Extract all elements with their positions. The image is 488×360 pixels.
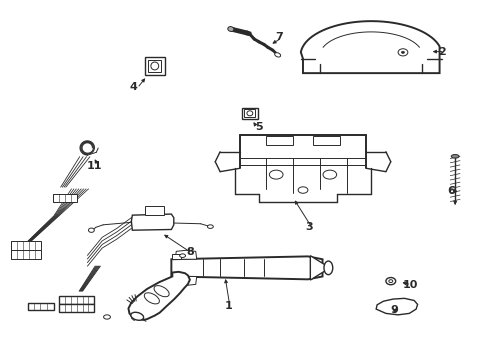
Text: 4: 4 <box>129 82 137 93</box>
Text: 11: 11 <box>86 161 102 171</box>
Ellipse shape <box>274 53 280 57</box>
Ellipse shape <box>151 62 158 70</box>
Ellipse shape <box>144 293 159 304</box>
Ellipse shape <box>207 225 213 228</box>
Text: 2: 2 <box>438 46 446 57</box>
Text: 5: 5 <box>255 122 263 132</box>
Ellipse shape <box>131 312 143 320</box>
Ellipse shape <box>450 154 458 158</box>
Bar <box>11 250 41 259</box>
Bar <box>59 296 94 304</box>
Text: 3: 3 <box>305 222 312 232</box>
Polygon shape <box>172 276 181 282</box>
Ellipse shape <box>154 285 169 297</box>
Ellipse shape <box>323 170 336 179</box>
Polygon shape <box>300 21 439 73</box>
Bar <box>312 136 339 145</box>
Ellipse shape <box>246 111 252 116</box>
Polygon shape <box>171 256 322 279</box>
Polygon shape <box>172 254 181 259</box>
Ellipse shape <box>324 261 332 275</box>
Polygon shape <box>310 256 326 280</box>
Text: 9: 9 <box>390 305 398 315</box>
Bar <box>266 136 293 145</box>
Ellipse shape <box>401 51 404 53</box>
Bar <box>241 108 258 119</box>
Bar <box>53 194 77 202</box>
Ellipse shape <box>388 280 392 283</box>
Bar <box>59 304 94 312</box>
Bar <box>244 109 255 117</box>
Ellipse shape <box>103 315 110 319</box>
Polygon shape <box>375 298 417 315</box>
Polygon shape <box>175 276 196 285</box>
Text: 1: 1 <box>224 301 232 311</box>
Ellipse shape <box>385 278 395 285</box>
Polygon shape <box>131 214 173 230</box>
Bar <box>144 57 164 75</box>
Text: 6: 6 <box>447 186 454 197</box>
Bar <box>27 303 54 310</box>
Polygon shape <box>175 250 196 259</box>
Polygon shape <box>128 272 189 320</box>
Bar <box>11 241 41 250</box>
Polygon shape <box>144 206 163 215</box>
Ellipse shape <box>227 27 233 31</box>
Ellipse shape <box>179 254 185 257</box>
Ellipse shape <box>298 187 307 193</box>
Text: 7: 7 <box>275 32 283 42</box>
Bar <box>148 59 161 72</box>
Ellipse shape <box>269 170 283 179</box>
Text: 10: 10 <box>402 280 417 290</box>
Ellipse shape <box>179 278 185 282</box>
Ellipse shape <box>397 49 407 56</box>
Ellipse shape <box>88 228 94 232</box>
Text: 8: 8 <box>185 247 193 257</box>
